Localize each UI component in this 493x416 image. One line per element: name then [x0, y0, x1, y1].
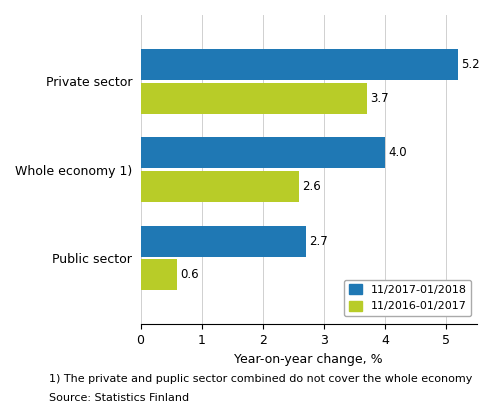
- Bar: [141, 260, 177, 290]
- Bar: [141, 137, 385, 168]
- Text: 4.0: 4.0: [388, 146, 407, 159]
- Text: 5.2: 5.2: [461, 58, 480, 71]
- Text: 2.6: 2.6: [303, 180, 321, 193]
- Text: 1) The private and puplic sector combined do not cover the whole economy: 1) The private and puplic sector combine…: [49, 374, 473, 384]
- Text: Source: Statistics Finland: Source: Statistics Finland: [49, 393, 189, 403]
- Text: 3.7: 3.7: [370, 92, 388, 104]
- Bar: [141, 49, 458, 80]
- Bar: [141, 83, 367, 114]
- Bar: [141, 171, 299, 202]
- Bar: [141, 226, 306, 257]
- Text: 0.6: 0.6: [180, 268, 199, 282]
- Legend: 11/2017-01/2018, 11/2016-01/2017: 11/2017-01/2018, 11/2016-01/2017: [344, 280, 471, 316]
- X-axis label: Year-on-year change, %: Year-on-year change, %: [234, 353, 383, 366]
- Text: 2.7: 2.7: [309, 235, 327, 248]
